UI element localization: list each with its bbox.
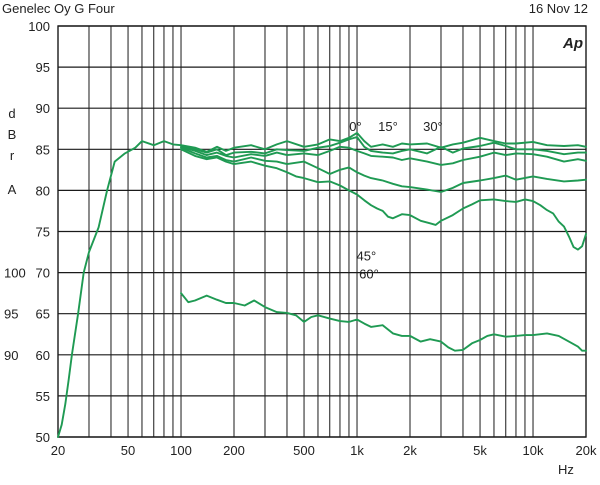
x-tick-label: 500	[293, 443, 315, 458]
y-tick-label: 85	[36, 142, 50, 157]
y-tick-label: 60	[36, 348, 50, 363]
angle-annotation: 60°	[359, 266, 379, 281]
x-tick-label: 50	[121, 443, 135, 458]
y-tick-label: 70	[36, 266, 50, 281]
angle-annotation: 15°	[378, 119, 398, 134]
chart-title: Genelec Oy G Four	[2, 1, 115, 16]
x-tick-label: 2k	[403, 443, 417, 458]
y-tick-label: 55	[36, 389, 50, 404]
series-line	[180, 148, 587, 251]
y-tick-label: 80	[36, 183, 50, 198]
x-axis-label: Hz	[558, 462, 574, 477]
chart-date: 16 Nov 12	[529, 1, 588, 16]
x-tick-label: 10k	[523, 443, 544, 458]
angle-annotation: 30°	[423, 119, 443, 134]
ylabel-letter-3: r	[10, 148, 15, 163]
x-tick-label: 5k	[473, 443, 487, 458]
grid	[57, 25, 587, 438]
plot-frame	[57, 25, 587, 438]
x-tick-label: 20	[51, 443, 65, 458]
y-tick-label: 95	[36, 60, 50, 75]
y-tick-label: 75	[36, 225, 50, 240]
x-tick-label: 200	[223, 443, 245, 458]
series-group	[57, 131, 587, 438]
ylabel-letter-4: A	[8, 182, 17, 197]
ylabel-letter-1: d	[8, 106, 15, 121]
y-tick-label: 90	[36, 101, 50, 116]
y-tick-label: 65	[36, 307, 50, 322]
series-line	[180, 145, 587, 166]
series-line	[180, 146, 587, 193]
angle-annotations: 0° 15° 30° 45° 60°	[349, 119, 443, 281]
x-tick-label: 20k	[576, 443, 597, 458]
series-line	[180, 292, 587, 352]
y-secondary-tick-label: 100	[4, 266, 26, 281]
y-tick-label: 100	[28, 19, 50, 34]
series-line	[57, 131, 587, 438]
y-tick-label: 50	[36, 430, 50, 445]
angle-annotation: 45°	[357, 248, 377, 263]
ap-logo: Ap	[562, 35, 583, 52]
angle-annotation: 0°	[349, 119, 361, 134]
series-line	[180, 136, 587, 157]
y-secondary-tick-label: 95	[4, 307, 18, 322]
x-tick-label: 100	[170, 443, 192, 458]
x-tick-label: 1k	[350, 443, 364, 458]
y-secondary-tick-label: 90	[4, 348, 18, 363]
ylabel-letter-2: B	[8, 127, 17, 142]
